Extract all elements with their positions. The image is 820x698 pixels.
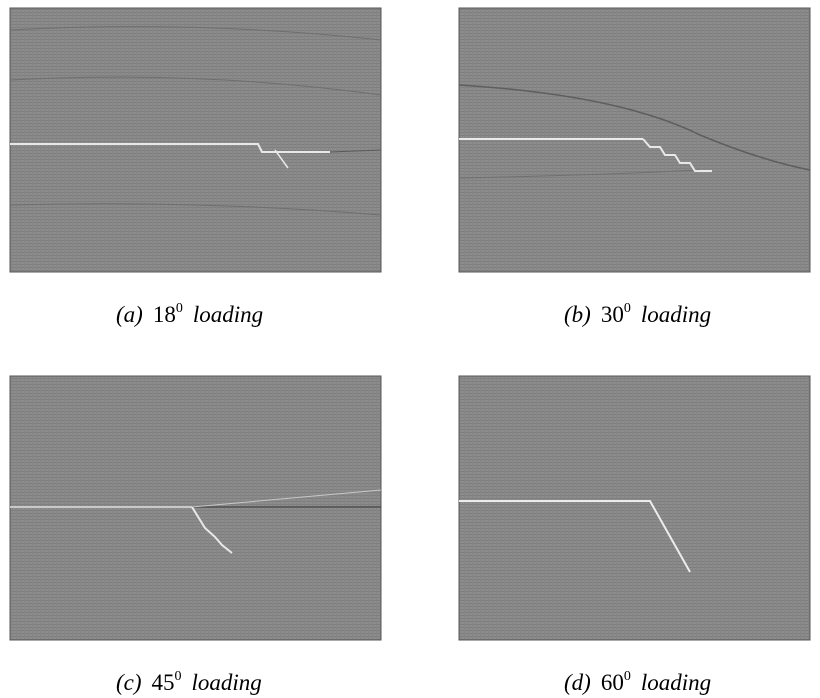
panel-d: [459, 376, 810, 640]
caption-part: 0: [624, 301, 631, 316]
caption-part: 0: [176, 301, 183, 316]
caption-part: 45: [152, 670, 175, 695]
caption-part: loading: [641, 670, 711, 695]
figure: (a)180loading (b)300loading (c)450loadin…: [0, 0, 820, 698]
caption-part: (d): [564, 670, 591, 695]
caption-part: 18: [153, 302, 176, 327]
page: {"figure": {"panels": [ {"label": "(a)",…: [0, 0, 820, 698]
caption-part: (c): [116, 670, 142, 695]
panel-b: [459, 8, 810, 272]
caption-part: (a): [116, 302, 143, 327]
caption-part: loading: [192, 670, 262, 695]
caption-a: (a) 180 loading: [116, 301, 263, 327]
caption-part: 30: [601, 302, 624, 327]
caption-part: loading: [641, 302, 711, 327]
caption-part: (b): [564, 302, 591, 327]
panel-a: [10, 8, 381, 272]
panel-c: [10, 376, 381, 640]
caption-d: (d) 600 loading: [564, 669, 711, 695]
caption-part: 0: [624, 669, 631, 684]
caption-part: loading: [193, 302, 263, 327]
caption-part: 0: [175, 669, 182, 684]
caption-b: (b) 300 loading: [564, 301, 711, 327]
caption-part: 60: [601, 670, 624, 695]
caption-c: (c) 450 loading: [116, 669, 262, 695]
